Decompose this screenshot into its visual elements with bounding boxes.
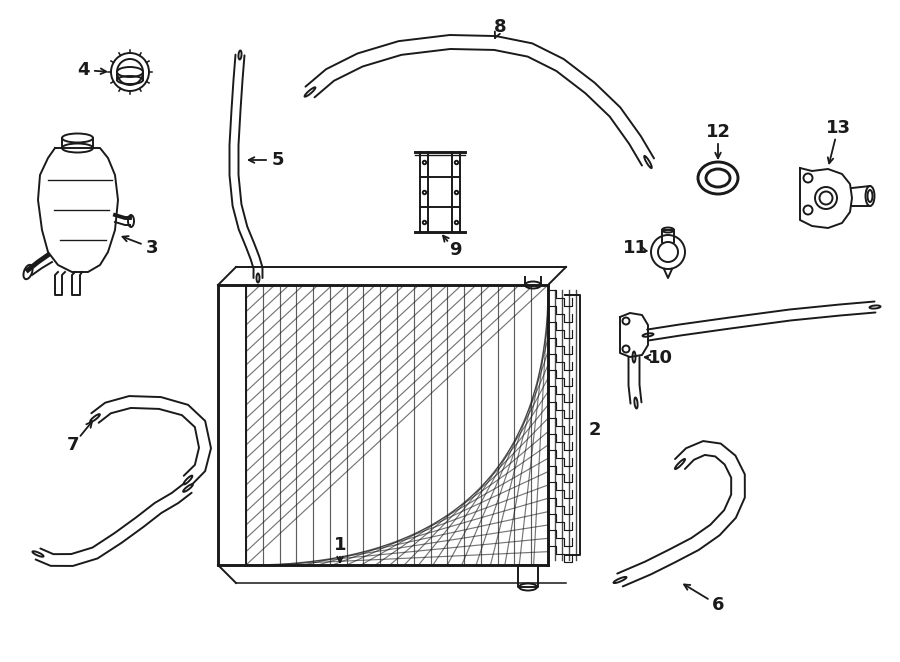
Text: 7: 7 (67, 436, 79, 454)
Text: 12: 12 (706, 123, 731, 141)
Text: 10: 10 (647, 349, 672, 367)
Text: 9: 9 (449, 241, 461, 259)
Text: 4: 4 (76, 61, 89, 79)
Text: 3: 3 (146, 239, 158, 257)
Text: 11: 11 (623, 239, 647, 257)
Text: 1: 1 (334, 536, 346, 554)
Text: 13: 13 (825, 119, 850, 137)
Text: 8: 8 (494, 18, 507, 36)
Text: 2: 2 (589, 421, 601, 439)
Text: 6: 6 (712, 596, 724, 614)
Text: 5: 5 (272, 151, 284, 169)
